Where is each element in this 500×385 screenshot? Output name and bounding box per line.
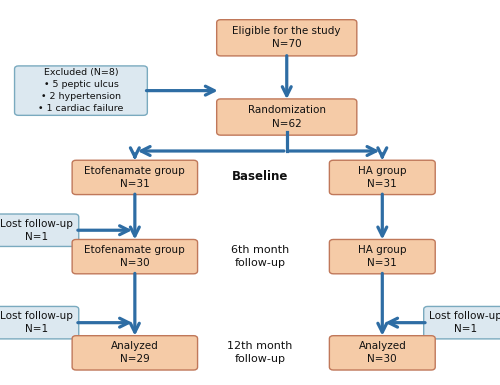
Text: Analyzed
N=29: Analyzed N=29 bbox=[111, 341, 158, 365]
Text: Eligible for the study
N=70: Eligible for the study N=70 bbox=[232, 26, 341, 49]
FancyBboxPatch shape bbox=[72, 239, 198, 274]
FancyBboxPatch shape bbox=[72, 160, 198, 194]
Text: Etofenamate group
N=31: Etofenamate group N=31 bbox=[84, 166, 185, 189]
Text: Analyzed
N=30: Analyzed N=30 bbox=[358, 341, 406, 365]
Text: Lost follow-up
N=1: Lost follow-up N=1 bbox=[0, 219, 74, 242]
Text: Baseline: Baseline bbox=[232, 170, 288, 183]
Text: 6th month
follow-up: 6th month follow-up bbox=[230, 245, 289, 268]
FancyBboxPatch shape bbox=[216, 99, 357, 135]
FancyBboxPatch shape bbox=[330, 336, 435, 370]
Text: Etofenamate group
N=30: Etofenamate group N=30 bbox=[84, 245, 185, 268]
Text: Excluded (N=8)
• 5 peptic ulcus
• 2 hypertension
• 1 cardiac failure: Excluded (N=8) • 5 peptic ulcus • 2 hype… bbox=[38, 69, 123, 113]
Text: 12th month
follow-up: 12th month follow-up bbox=[227, 341, 292, 365]
FancyBboxPatch shape bbox=[216, 20, 357, 56]
Text: Randomization
N=62: Randomization N=62 bbox=[248, 105, 326, 129]
Text: HA group
N=31: HA group N=31 bbox=[358, 166, 406, 189]
FancyBboxPatch shape bbox=[14, 66, 147, 116]
FancyBboxPatch shape bbox=[330, 160, 435, 194]
Text: Lost follow-up
N=1: Lost follow-up N=1 bbox=[0, 311, 74, 334]
Text: HA group
N=31: HA group N=31 bbox=[358, 245, 406, 268]
FancyBboxPatch shape bbox=[0, 214, 78, 246]
FancyBboxPatch shape bbox=[330, 239, 435, 274]
Text: Lost follow-up
N=1: Lost follow-up N=1 bbox=[429, 311, 500, 334]
FancyBboxPatch shape bbox=[0, 306, 78, 339]
FancyBboxPatch shape bbox=[424, 306, 500, 339]
FancyBboxPatch shape bbox=[72, 336, 198, 370]
